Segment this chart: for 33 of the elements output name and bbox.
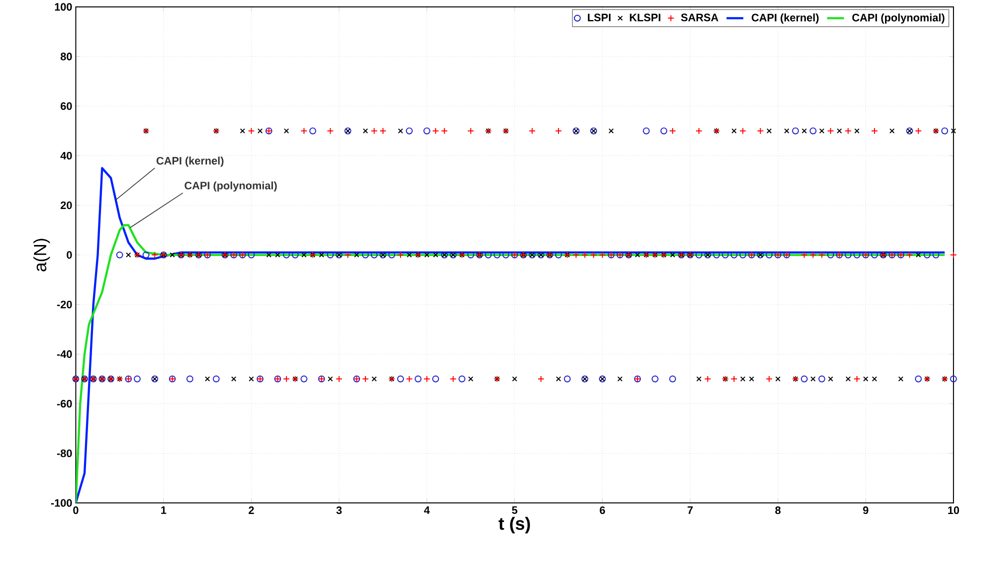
- y-tick-label: 40: [60, 152, 72, 160]
- legend-label: CAPI (polynomial): [852, 14, 944, 24]
- x-tick-label: 5: [512, 506, 518, 514]
- annotation: CAPI (kernel): [156, 156, 224, 167]
- y-tick-label: 20: [60, 202, 72, 210]
- y-tick-label: -40: [57, 350, 72, 358]
- legend-label: SARSA: [681, 14, 718, 22]
- x-tick-label: 9: [863, 506, 868, 514]
- annotation: CAPI (polynomial): [184, 182, 277, 192]
- x-tick-label: 0: [73, 506, 78, 514]
- legend-label: LSPI: [588, 14, 611, 22]
- x-tick-label: 2: [248, 506, 254, 514]
- y-tick-label: -100: [51, 499, 72, 507]
- y-tick-label: -20: [57, 300, 72, 308]
- y-tick-label: 80: [60, 52, 72, 60]
- x-tick-label: 10: [948, 506, 960, 514]
- legend-label: KLSPI: [630, 14, 660, 22]
- x-tick-label: 3: [336, 506, 342, 514]
- x-tick-label: 8: [775, 506, 781, 514]
- y-tick-label: -60: [57, 400, 72, 408]
- x-tick-label: 1: [161, 506, 166, 514]
- legend-label: CAPI (kernel): [752, 14, 819, 24]
- y-tick-label: 100: [54, 3, 72, 11]
- x-tick-label: 6: [600, 506, 606, 514]
- x-tick-label: 7: [688, 506, 693, 514]
- y-axis-title: a(N): [33, 238, 50, 272]
- x-tick-label: 4: [424, 506, 430, 514]
- y-tick-label: 60: [60, 102, 72, 110]
- y-tick-label: 0: [66, 251, 72, 259]
- y-tick-label: -80: [57, 450, 72, 458]
- line-series: [76, 224, 946, 504]
- line-series: [76, 167, 946, 504]
- x-axis-title: t (s): [498, 516, 530, 534]
